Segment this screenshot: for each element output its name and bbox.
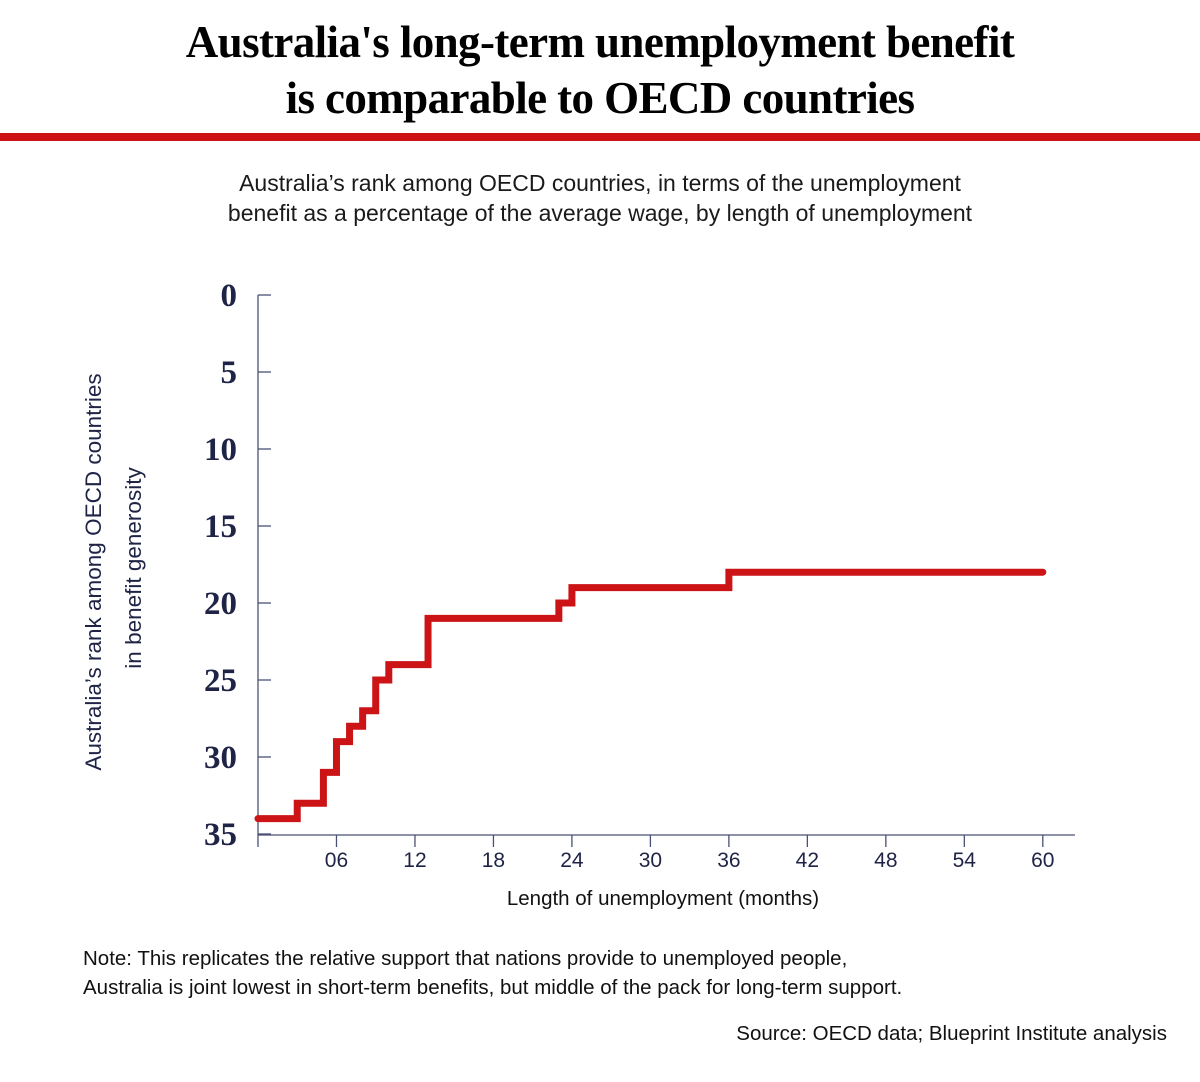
y-tick-label: 25 [204, 663, 237, 699]
title-line-1: Australia's long-term unemployment benef… [185, 17, 1015, 67]
red-divider [0, 133, 1200, 141]
rank-step-line [254, 568, 1047, 823]
x-tick-label: 24 [560, 849, 584, 872]
x-tick-label: 30 [639, 849, 662, 872]
subtitle-line-2: benefit as a percentage of the average w… [227, 200, 973, 226]
y-tick-label: 15 [204, 509, 237, 545]
chart-note: Note: This replicates the relative suppo… [83, 944, 902, 1002]
y-tick-label: 20 [204, 586, 237, 622]
note-line-1: Note: This replicates the relative suppo… [83, 947, 848, 970]
chart-title: Australia's long-term unemployment benef… [0, 14, 1200, 126]
x-tick-label: 54 [953, 849, 977, 872]
note-line-2: Australia is joint lowest in short-term … [83, 976, 903, 999]
x-axis-label: Length of unemployment (months) [507, 887, 819, 910]
chart-subtitle: Australia’s rank among OECD countries, i… [0, 168, 1200, 228]
x-tick-label: 60 [1031, 849, 1054, 872]
y-axis-label-line-2: in benefit generosity [121, 467, 146, 669]
x-tick-label: 36 [717, 849, 740, 872]
x-tick-label: 48 [874, 849, 897, 872]
y-tick-label: 30 [204, 740, 237, 776]
subtitle-line-1: Australia’s rank among OECD countries, i… [239, 170, 961, 196]
x-tick-label: 42 [796, 849, 819, 872]
y-tick-label: 35 [204, 817, 237, 853]
y-tick-label: 0 [221, 278, 238, 314]
x-tick-label: 18 [482, 849, 505, 872]
y-tick-label: 10 [204, 432, 237, 468]
y-axis-label: Australia’s rank among OECD countries [81, 373, 106, 770]
y-tick-label: 5 [221, 355, 238, 391]
title-line-2: is comparable to OECD countries [285, 73, 915, 123]
chart-source: Source: OECD data; Blueprint Institute a… [736, 1022, 1167, 1045]
x-tick-label: 12 [403, 849, 426, 872]
x-tick-label: 06 [325, 849, 348, 872]
